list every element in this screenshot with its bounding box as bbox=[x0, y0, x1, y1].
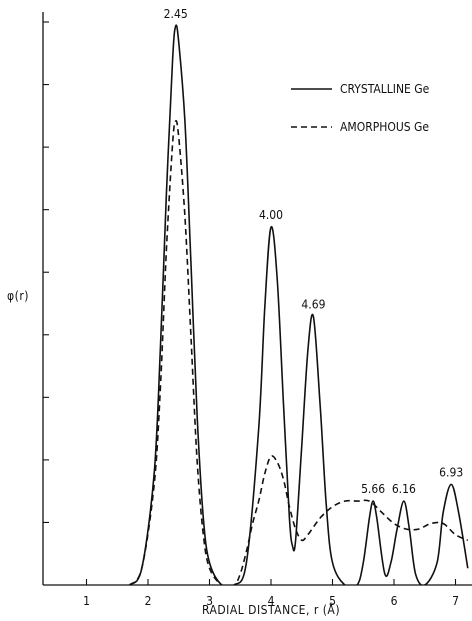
peak-label: 4.69 bbox=[301, 298, 325, 312]
x-tick-label: 3 bbox=[206, 594, 213, 608]
peak-label: 2.45 bbox=[164, 7, 188, 21]
axes bbox=[42, 12, 472, 586]
series-crystalline-line bbox=[128, 24, 469, 585]
series-amorphous-line bbox=[128, 120, 469, 585]
legend-amorphous-label: AMORPHOUS Ge bbox=[340, 120, 429, 134]
x-tick-label: 4 bbox=[268, 594, 275, 608]
labels: 1 2 3 4 5 6 7 RADIAL DISTANCE, r (Å) φ(r) 2.45 4.0… bbox=[7, 7, 463, 617]
x-tick-label: 6 bbox=[391, 594, 398, 608]
x-tick-label: 5 bbox=[329, 594, 336, 608]
x-axis-title: RADIAL DISTANCE, r (Å) bbox=[202, 602, 340, 617]
peak-label: 5.66 bbox=[361, 482, 385, 496]
legend-crystalline-label: CRYSTALLINE Ge bbox=[340, 82, 430, 96]
peak-label: 6.16 bbox=[392, 482, 416, 496]
x-tick-label: 1 bbox=[83, 594, 90, 608]
plot-area bbox=[128, 24, 469, 585]
y-axis-title: φ(r) bbox=[7, 289, 29, 303]
legend: CRYSTALLINE Ge AMORPHOUS Ge bbox=[291, 82, 430, 134]
x-tick-label: 2 bbox=[145, 594, 152, 608]
peak-label: 6.93 bbox=[439, 465, 463, 479]
peak-label: 4.00 bbox=[259, 208, 283, 222]
x-tick-label: 7 bbox=[452, 594, 459, 608]
